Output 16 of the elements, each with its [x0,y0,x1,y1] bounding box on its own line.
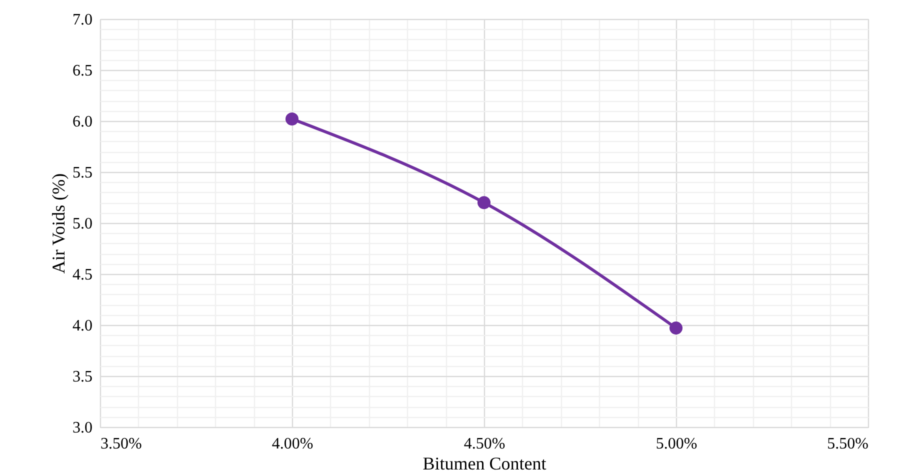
x-tick-label: 5.00% [656,436,698,452]
y-tick-label: 3.0 [72,420,92,436]
x-tick-label: 5.50% [827,436,868,452]
x-axis-title: Bitumen Content [422,454,546,474]
y-tick-label: 3.5 [72,368,92,386]
y-tick-label: 6.0 [72,114,92,130]
x-tick-label: 4.50% [464,436,506,452]
y-axis-title: Air Voids (%) [48,173,68,274]
y-tick-label: 5.5 [72,164,92,182]
y-tick-label: 5.0 [72,216,92,232]
y-tick-label: 4.5 [72,266,92,284]
y-tick-label: 7.0 [72,12,92,28]
y-tick-label: 6.5 [72,62,92,80]
x-tick-label: 4.00% [272,436,314,452]
x-tick-label: 3.50% [100,436,142,452]
y-tick-label: 4.0 [72,318,92,334]
